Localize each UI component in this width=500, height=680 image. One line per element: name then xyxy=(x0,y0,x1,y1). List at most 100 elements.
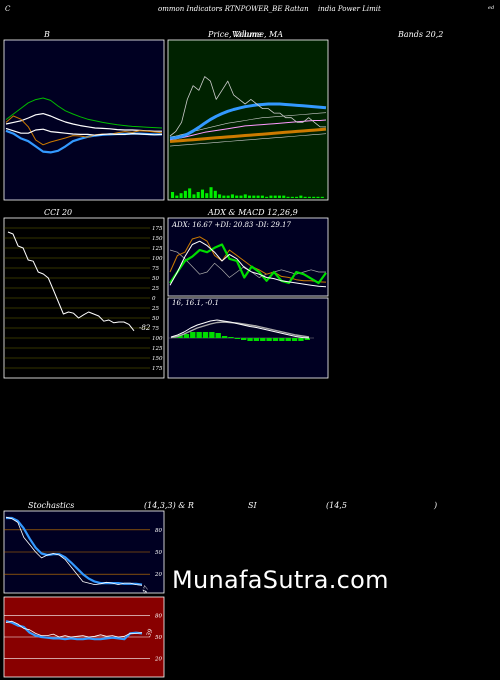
price-ma-line-5 xyxy=(169,133,327,147)
cci-tick-label: 100 xyxy=(152,336,163,342)
volume-bar xyxy=(239,195,243,198)
adx-line-3 xyxy=(169,240,327,288)
volume-bar xyxy=(303,196,307,198)
macd-histogram-bar xyxy=(221,336,228,338)
volume-bar xyxy=(265,196,269,198)
stoch-rsi-params: (14,5 xyxy=(326,501,347,510)
cci-tick-label: 175 xyxy=(152,366,163,372)
macd-line xyxy=(170,319,310,339)
cci-tick-label: 25 xyxy=(151,306,159,312)
rsi-last-value: 39 xyxy=(145,628,154,638)
cci-last-value: -82 xyxy=(139,324,151,332)
bollinger-label: B xyxy=(44,30,50,39)
volume-bar xyxy=(269,195,273,198)
cci-tick-label: 125 xyxy=(152,246,163,252)
bollinger-panel xyxy=(3,39,165,201)
stoch-params: (14,3,3) & R xyxy=(144,501,194,510)
volume-bar xyxy=(299,195,303,198)
macd-histogram-bar xyxy=(304,338,310,340)
header-title-right: india Power Limit xyxy=(318,5,381,13)
macd-histogram-bar xyxy=(234,338,240,339)
rsi-tick-label: 50 xyxy=(155,635,162,641)
bollinger-line-3 xyxy=(5,127,163,136)
cci-tick-label: 150 xyxy=(152,236,163,242)
macd-histogram-bar xyxy=(202,332,209,338)
stoch-tick-label: 50 xyxy=(155,550,162,556)
volume-bar xyxy=(235,195,239,198)
volume-bar xyxy=(209,187,213,198)
macd-histogram-bar xyxy=(291,338,298,341)
volume-bar xyxy=(243,194,247,198)
macd-histogram-bar xyxy=(272,338,279,341)
bollinger-label-right: Bands 20,2 xyxy=(398,30,444,39)
volume-bar xyxy=(226,195,230,198)
volume-bar xyxy=(320,196,324,198)
cci-tick-label: 175 xyxy=(152,226,163,232)
macd-histogram-bar xyxy=(196,332,202,338)
volume-bar xyxy=(196,192,200,198)
macd-histogram-bar xyxy=(260,338,266,341)
bollinger-line-0 xyxy=(5,115,163,146)
price-label: Price, Volume, MA xyxy=(208,30,284,39)
volume-bar xyxy=(316,196,320,198)
cci-tick-label: 150 xyxy=(152,356,163,362)
volume-bar xyxy=(286,196,290,198)
cci-tick-label: 50 xyxy=(152,276,159,282)
volume-bar xyxy=(282,195,286,198)
volume-bar xyxy=(179,193,183,198)
macd-histogram-bar xyxy=(253,338,260,341)
stoch-d-line xyxy=(6,516,143,586)
stoch-label: Stochastics xyxy=(28,501,75,510)
rsi-tick-label: 80 xyxy=(155,613,162,619)
macd-histogram-bar xyxy=(279,338,285,341)
price-ma-line-1 xyxy=(169,102,327,140)
volume-bar xyxy=(222,195,226,198)
macd-histogram-bar xyxy=(285,338,291,341)
price-ma-line-3 xyxy=(169,119,327,141)
volume-bar xyxy=(256,195,260,198)
volume-bar xyxy=(295,196,299,198)
macd-histogram-bar xyxy=(177,335,183,338)
volume-bar xyxy=(171,192,175,198)
cci-tick-label: 25 xyxy=(151,286,159,292)
macd-values: 16, 16.1, -0.1 xyxy=(172,299,219,307)
macd-histogram-bar xyxy=(183,334,190,338)
price-label-overlay: Volume xyxy=(232,30,262,39)
stoch-tick-label: 80 xyxy=(155,528,162,534)
volume-bar xyxy=(260,195,264,198)
cci-tick-label: 75 xyxy=(152,266,159,272)
watermark: MunafaSutra.com xyxy=(172,566,389,594)
volume-bar xyxy=(213,190,217,198)
volume-bar xyxy=(183,190,187,198)
volume-bar xyxy=(273,195,277,198)
adx-line-2 xyxy=(169,243,327,285)
cci-tick-label: 75 xyxy=(152,326,159,332)
price-ma-line-0 xyxy=(169,76,326,137)
header-c: C xyxy=(5,5,11,13)
volume-bar xyxy=(312,196,316,198)
macd-histogram-bar xyxy=(190,332,196,338)
volume-bar xyxy=(175,195,179,198)
bollinger-line-2 xyxy=(5,112,162,132)
cci-tick-label: 100 xyxy=(152,256,163,262)
cci-tick-label: 125 xyxy=(152,346,163,352)
volume-bar xyxy=(290,196,294,198)
volume-bar xyxy=(205,193,209,198)
macd-histogram-bar xyxy=(241,338,247,340)
stoch-si: SI xyxy=(248,501,257,510)
volume-bar xyxy=(252,195,256,198)
volume-bar xyxy=(277,195,282,198)
bollinger-line-1 xyxy=(5,97,163,129)
cci-label: CCI 20 xyxy=(44,208,73,217)
rsi-line xyxy=(5,620,143,638)
adx-panel xyxy=(167,217,329,297)
header-title: ommon Indicators RTNPOWER_BE Rattan xyxy=(158,5,309,13)
adx-label: ADX & MACD 12,26,9 xyxy=(208,208,298,217)
macd-signal-line xyxy=(170,321,310,339)
volume-bar xyxy=(230,194,234,198)
stoch-paren: ) xyxy=(434,501,438,510)
macd-histogram-bar xyxy=(209,332,215,338)
cci-line xyxy=(7,231,135,332)
volume-bar xyxy=(307,196,311,198)
